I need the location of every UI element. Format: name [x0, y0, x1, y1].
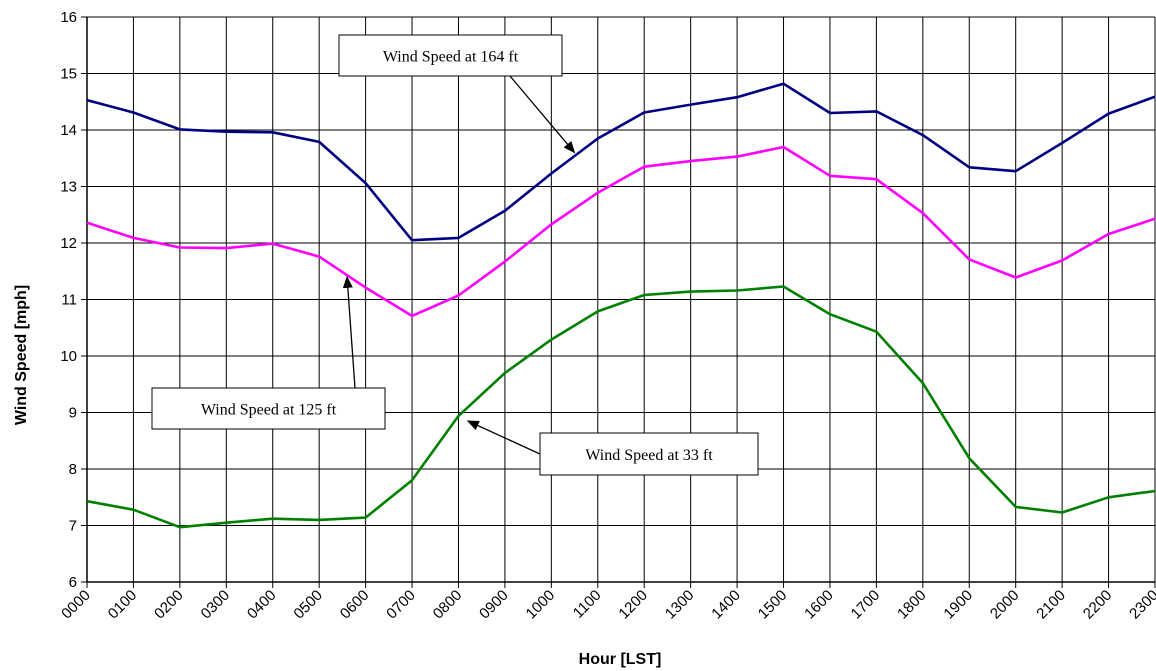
- x-tick-label: 0100: [105, 587, 141, 623]
- y-tick-label: 11: [61, 292, 77, 309]
- x-tick-label: 1900: [940, 587, 976, 623]
- y-axis-title: Wind Speed [mph]: [13, 285, 30, 425]
- annotation-label: Wind Speed at 33 ft: [585, 447, 713, 464]
- series-line-164ft: [86, 82, 1156, 242]
- annotation-box: [338, 34, 563, 77]
- annotations: Wind Speed at 164 ft Wind Speed at 125 ft…: [151, 34, 759, 476]
- x-tick-label: 2000: [987, 587, 1023, 623]
- annotation-box: [151, 387, 386, 430]
- x-tick-label: 0900: [476, 587, 512, 623]
- x-axis-title: Hour [LST]: [579, 651, 662, 668]
- axes: [81, 16, 1156, 588]
- y-tick-label: 16: [60, 9, 77, 26]
- series-line-33ft: [86, 285, 1156, 529]
- y-tick-label: 9: [69, 405, 77, 422]
- x-tick-label: 1000: [523, 587, 559, 623]
- series-line-125ft: [86, 145, 1156, 318]
- annotation-164ft: Wind Speed at 164 ft: [338, 34, 576, 154]
- x-tick-label: 0800: [430, 587, 466, 623]
- y-tick-label: 15: [60, 66, 77, 83]
- x-tick-label: 0500: [290, 587, 326, 623]
- annotation-arrow: [466, 420, 541, 455]
- x-tick-label: 2200: [1080, 587, 1116, 623]
- y-tick-label: 10: [60, 348, 77, 365]
- annotation-125ft: Wind Speed at 125 ft: [151, 275, 386, 430]
- x-tick-label: 0400: [244, 587, 280, 623]
- x-tick-label: 1700: [848, 587, 884, 623]
- x-tick-label: 0700: [383, 587, 419, 623]
- y-tick-label: 7: [69, 518, 77, 535]
- annotation-box: [539, 432, 759, 476]
- x-tick-label: 1800: [894, 587, 930, 623]
- y-tick-label: 14: [60, 122, 77, 139]
- y-tick-label: 8: [69, 461, 77, 478]
- annotation-arrow: [509, 75, 576, 154]
- x-tick-label: 0300: [198, 587, 234, 623]
- series-lines: [86, 82, 1156, 529]
- annotation-33ft: Wind Speed at 33 ft: [466, 420, 759, 476]
- x-tick-label: 0600: [337, 587, 373, 623]
- annotation-label: Wind Speed at 164 ft: [383, 49, 519, 66]
- annotation-label: Wind Speed at 125 ft: [201, 402, 337, 419]
- x-tick-label: 1400: [708, 587, 744, 623]
- x-tick-label: 0000: [58, 587, 94, 623]
- x-tick-label: 2100: [1033, 587, 1069, 623]
- x-tick-label: 1500: [755, 587, 791, 623]
- y-tick-label: 6: [69, 574, 77, 591]
- x-tick-label: 0200: [151, 587, 187, 623]
- x-tick-label: 1300: [662, 587, 698, 623]
- x-tick-label: 1100: [570, 587, 605, 622]
- tick-labels: 6 7 8 9 10 11 12 13 14 15 16 0000 0100 0200 0300 0400 05…: [58, 9, 1156, 622]
- y-tick-label: 12: [60, 235, 77, 252]
- y-tick-label: 13: [60, 179, 77, 196]
- x-tick-label: 2300: [1126, 587, 1156, 623]
- x-tick-label: 1600: [801, 587, 837, 623]
- grid: [86, 16, 1156, 583]
- x-tick-label: 1200: [615, 587, 651, 623]
- annotation-arrow: [342, 275, 356, 389]
